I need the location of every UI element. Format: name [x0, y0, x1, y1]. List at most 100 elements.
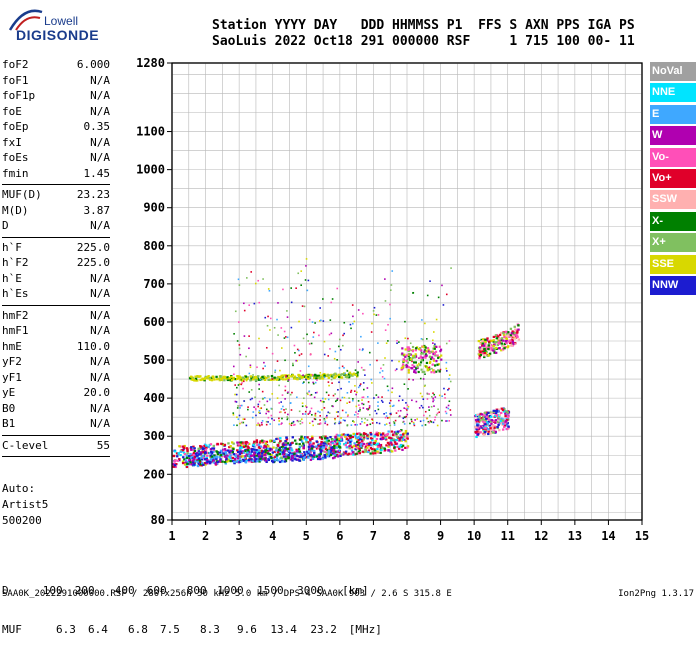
echo-point — [338, 338, 341, 341]
echo-point — [247, 458, 250, 462]
echo-point — [432, 353, 435, 356]
param-row: fmin 1.45 — [2, 166, 110, 182]
echo-point — [387, 430, 390, 433]
echo-point — [324, 445, 328, 448]
echo-point — [287, 374, 290, 377]
echo-point — [258, 400, 261, 403]
echo-point — [352, 420, 354, 422]
table-cell: 7.5 — [160, 623, 180, 636]
echo-point — [355, 452, 358, 455]
echo-point — [215, 378, 219, 381]
echo-point — [284, 443, 288, 446]
echo-point — [219, 449, 223, 452]
echo-point — [239, 376, 242, 379]
echo-point — [275, 446, 278, 450]
echo-point — [242, 445, 246, 449]
echo-point — [298, 450, 302, 453]
echo-point — [512, 334, 515, 337]
echo-point — [318, 456, 321, 459]
echo-point — [265, 420, 268, 423]
echo-point — [232, 448, 235, 451]
echo-point — [378, 444, 382, 447]
x-tick-label: 10 — [467, 529, 481, 543]
echo-point — [307, 279, 310, 282]
echo-point — [492, 335, 496, 339]
echo-point — [350, 446, 354, 449]
echo-point — [325, 441, 329, 444]
echo-point — [193, 461, 196, 464]
echo-point — [497, 347, 501, 350]
echo-point — [413, 355, 416, 358]
echo-point — [375, 412, 378, 415]
echo-point — [278, 375, 282, 379]
echo-point — [322, 446, 326, 449]
echo-point — [420, 368, 423, 371]
echo-point — [278, 384, 280, 387]
echo-point — [261, 375, 264, 379]
param-name: foF2 — [2, 58, 29, 71]
echo-point — [212, 450, 215, 453]
echo-point — [340, 417, 342, 419]
echo-point — [210, 376, 213, 379]
echo-point — [494, 410, 498, 413]
echo-point — [265, 443, 268, 447]
echo-point — [252, 374, 254, 376]
echo-point — [411, 399, 413, 402]
echo-point — [352, 322, 354, 325]
echo-point — [291, 374, 295, 377]
echo-point — [355, 405, 358, 408]
echo-point — [287, 456, 290, 460]
echo-point — [324, 442, 327, 445]
echo-point — [249, 398, 252, 401]
echo-point — [253, 454, 256, 457]
echo-point — [225, 449, 228, 452]
echo-point — [211, 375, 215, 378]
chart-grid — [171, 62, 643, 521]
echo-point — [328, 333, 331, 336]
echo-point — [353, 421, 355, 423]
echo-point — [203, 462, 207, 465]
echo-point — [408, 378, 410, 381]
echo-point — [250, 450, 254, 453]
echo-point — [290, 301, 293, 304]
echo-point — [260, 376, 263, 379]
param-value: N/A — [90, 355, 110, 368]
echo-point — [490, 419, 494, 422]
echo-point — [474, 418, 478, 422]
echo-point — [355, 444, 358, 447]
echo-point — [490, 348, 493, 352]
param-row: h`E N/A — [2, 271, 110, 287]
echo-point — [346, 441, 349, 444]
echo-point — [481, 339, 484, 343]
echo-point — [265, 423, 268, 426]
echo-point — [232, 413, 235, 416]
echo-point — [445, 342, 448, 345]
echo-point — [429, 280, 431, 282]
echo-point — [221, 460, 224, 463]
echo-point — [314, 381, 317, 384]
echo-point — [366, 408, 368, 410]
echo-point — [354, 384, 356, 387]
legend-item: W — [650, 126, 696, 146]
echo-point — [398, 399, 400, 402]
param-row: B0 N/A — [2, 401, 110, 417]
echo-point — [433, 347, 436, 350]
muf-label: MUF — [2, 623, 22, 636]
echo-point — [293, 439, 297, 442]
echo-point — [302, 444, 306, 447]
echo-point — [311, 457, 315, 460]
param-row: yF2 N/A — [2, 354, 110, 370]
echo-point — [307, 340, 310, 342]
echo-point — [323, 407, 326, 409]
echo-point — [497, 335, 500, 338]
echo-point — [292, 421, 294, 424]
echo-point — [225, 458, 228, 461]
echo-point — [357, 309, 360, 311]
echo-point — [317, 447, 320, 450]
echo-point — [476, 430, 479, 433]
echo-point — [291, 422, 293, 425]
echo-point — [241, 455, 244, 458]
echo-point — [277, 459, 280, 462]
echo-point — [334, 375, 337, 378]
echo-point — [504, 330, 508, 333]
